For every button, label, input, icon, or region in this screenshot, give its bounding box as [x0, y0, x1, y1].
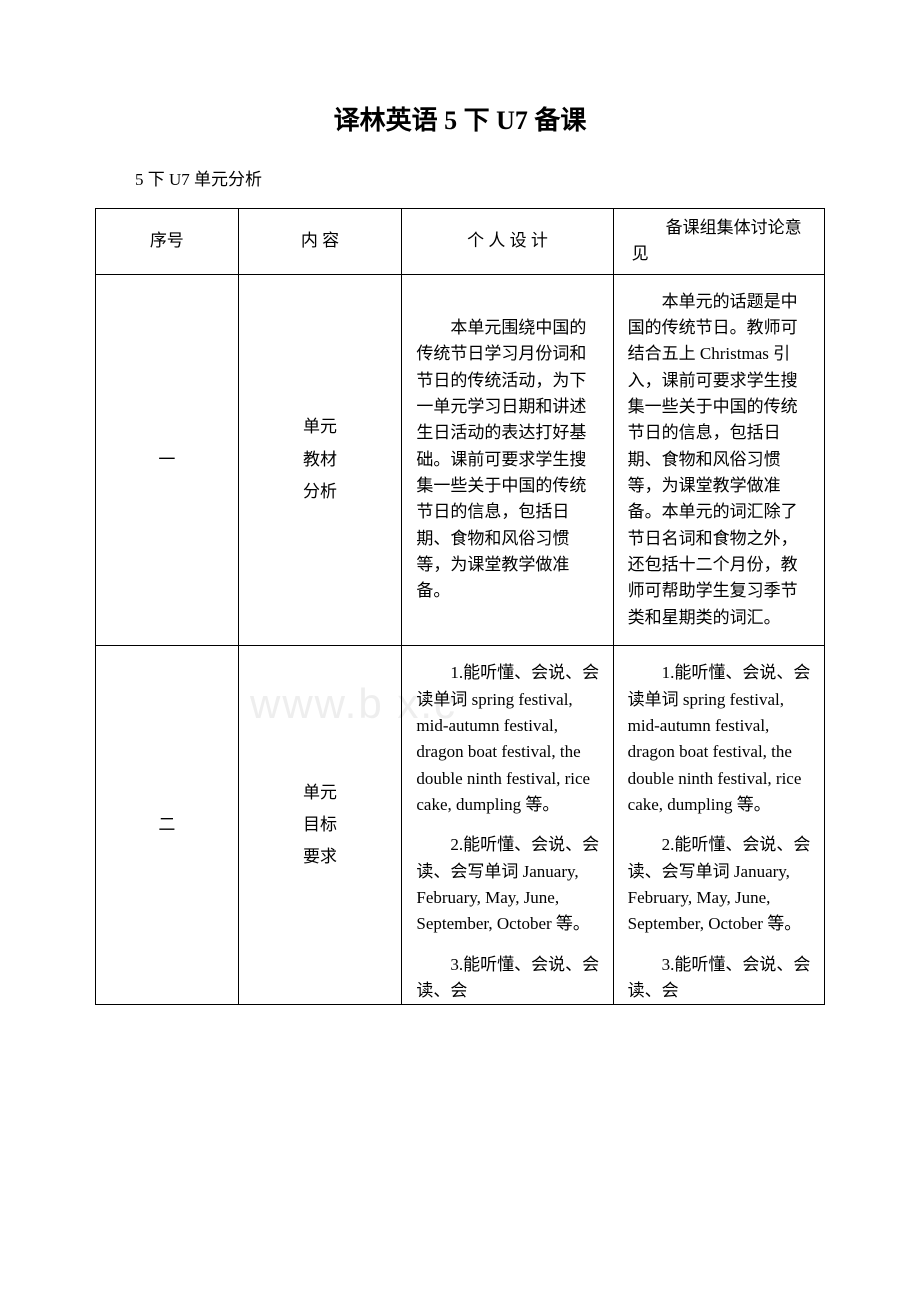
row-personal: 本单元围绕中国的传统节日学习月份词和节日的传统活动，为下一单元学习日期和讲述生日…	[402, 274, 613, 645]
header-personal: 个 人 设 计	[402, 209, 613, 275]
header-content: 内 容	[238, 209, 402, 275]
label-line: 目标	[303, 812, 337, 838]
row-group: 本单元的话题是中国的传统节日。教师可结合五上 Christmas 引入，课前可要…	[613, 274, 824, 645]
table-header-row: 序号 内 容 个 人 设 计 备课组集体讨论意见	[96, 209, 825, 275]
label-line: 单元	[303, 780, 337, 806]
row-personal: 1.能听懂、会说、会读单词 spring festival, mid-autum…	[402, 646, 613, 1005]
row-num: 一	[96, 274, 239, 645]
row-num: 二	[96, 646, 239, 1005]
label-line: 要求	[303, 844, 337, 870]
para: 3.能听懂、会说、会读、会	[628, 952, 814, 1005]
table-row: 二 单元 目标 要求 1.能听懂、会说、会读单词 spring festival…	[96, 646, 825, 1005]
para: 2.能听懂、会说、会读、会写单词 January, February, May,…	[416, 832, 602, 937]
table-row: 一 单元 教材 分析 本单元围绕中国的传统节日学习月份词和节日的传统活动，为下一…	[96, 274, 825, 645]
unit-analysis-table: 序号 内 容 个 人 设 计 备课组集体讨论意见 一 单元 教材 分析 本单元围…	[95, 208, 825, 1005]
para: 本单元的话题是中国的传统节日。教师可结合五上 Christmas 引入，课前可要…	[628, 289, 814, 631]
para: 1.能听懂、会说、会读单词 spring festival, mid-autum…	[628, 660, 814, 818]
para: 2.能听懂、会说、会读、会写单词 January, February, May,…	[628, 832, 814, 937]
row-group: 1.能听懂、会说、会读单词 spring festival, mid-autum…	[613, 646, 824, 1005]
header-seq: 序号	[96, 209, 239, 275]
row-label: 单元 目标 要求	[238, 646, 402, 1005]
row-label: 单元 教材 分析	[238, 274, 402, 645]
para: 本单元围绕中国的传统节日学习月份词和节日的传统活动，为下一单元学习日期和讲述生日…	[416, 315, 602, 605]
para: 1.能听懂、会说、会读单词 spring festival, mid-autum…	[416, 660, 602, 818]
document-page: www.b x.c 译林英语 5 下 U7 备课 5 下 U7 单元分析 序号 …	[0, 0, 920, 1005]
header-group: 备课组集体讨论意见	[613, 209, 824, 275]
para: 3.能听懂、会说、会读、会	[416, 952, 602, 1005]
label-line: 教材	[303, 447, 337, 473]
label-line: 单元	[303, 414, 337, 440]
page-title: 译林英语 5 下 U7 备课	[95, 100, 825, 137]
label-line: 分析	[303, 479, 337, 505]
page-subtitle: 5 下 U7 单元分析	[135, 165, 825, 190]
